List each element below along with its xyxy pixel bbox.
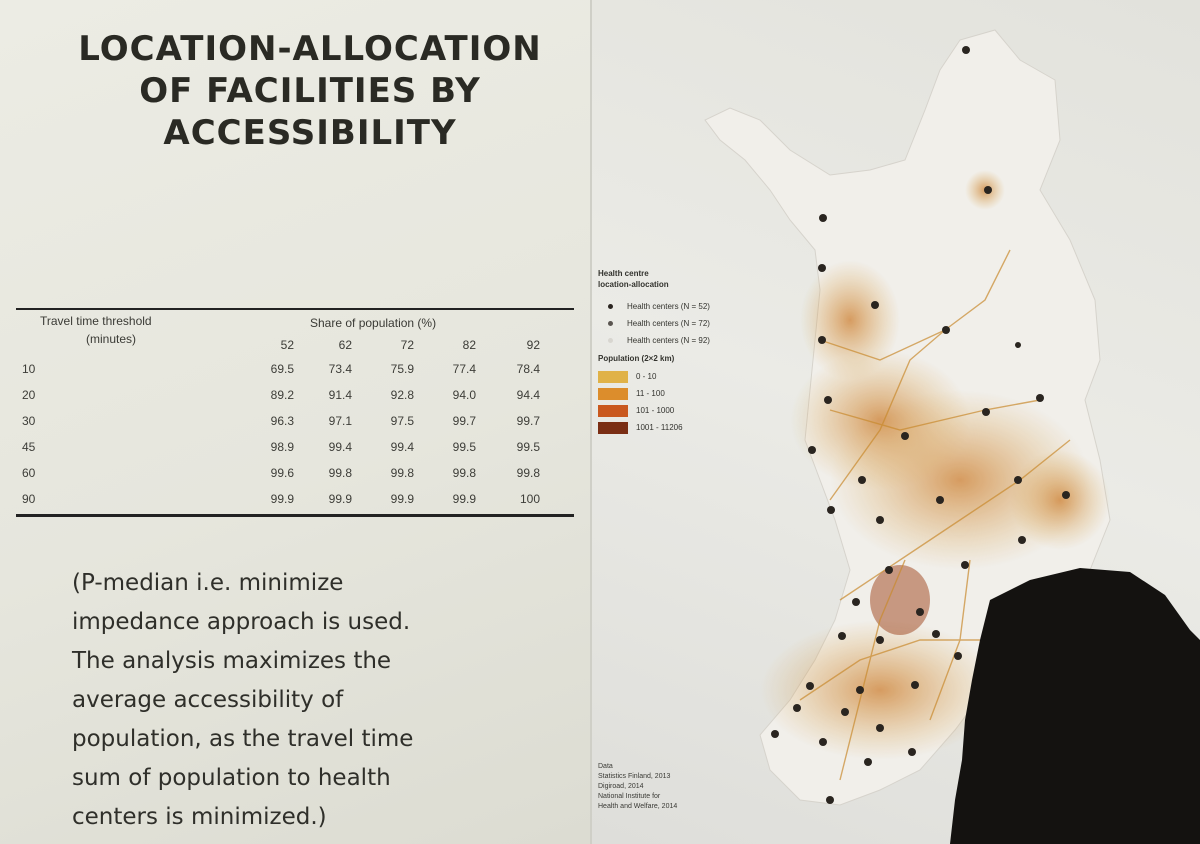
title-line: LOCATION-ALLOCATION — [78, 29, 542, 69]
legend-marker-label: Health centers (N = 52) — [627, 302, 710, 311]
table-cell: 99.8 — [328, 466, 352, 480]
source-line: Health and Welfare, 2014 — [598, 803, 678, 810]
table-cell: 99.4 — [390, 440, 414, 454]
note-line: (P-median i.e. minimize — [72, 570, 344, 596]
source-line: Statistics Finland, 2013 — [598, 773, 671, 780]
threshold-cell: 30 — [22, 414, 36, 428]
table-cell: 89.2 — [270, 388, 294, 402]
legend-class-row: 101 - 1000 — [598, 402, 798, 419]
color-swatch — [598, 387, 628, 400]
title-line: ACCESSIBILITY — [163, 113, 457, 153]
source-line: Digiroad, 2014 — [598, 783, 644, 790]
method-note: (P-median i.e. minimize impedance approa… — [72, 564, 552, 837]
legend-marker-row: Health centers (N = 92) — [598, 332, 798, 349]
table-cell: 100 — [519, 492, 540, 506]
table-cell: 94.0 — [452, 388, 476, 402]
table-cell: 92.8 — [390, 388, 414, 402]
slide-left-panel — [0, 0, 590, 844]
table-cell: 99.9 — [452, 492, 476, 506]
column-header: 62 — [338, 338, 352, 352]
table-cell: 69.5 — [270, 362, 294, 376]
legend-marker-label: Health centers (N = 92) — [627, 336, 710, 345]
table-top-rule — [16, 308, 574, 310]
color-swatch — [598, 421, 628, 434]
color-swatch — [598, 404, 628, 417]
legend-marker-label: Health centers (N = 72) — [627, 319, 710, 328]
table-cell: 75.9 — [390, 362, 414, 376]
column-header: 72 — [400, 338, 414, 352]
row-header: Travel time threshold — [40, 314, 152, 328]
legend-class-label: 0 - 10 — [636, 372, 657, 381]
legend-class-label: 101 - 1000 — [636, 406, 675, 415]
table-cell: 91.4 — [328, 388, 352, 402]
marker-dot-icon — [608, 321, 613, 326]
note-line: sum of population to health — [72, 765, 391, 791]
table-cell: 99.4 — [328, 440, 352, 454]
note-line: The analysis maximizes the — [72, 648, 392, 674]
threshold-cell: 10 — [22, 362, 36, 376]
marker-dot-icon — [608, 338, 613, 343]
legend-class-row: 1001 - 11206 — [598, 419, 798, 436]
legend-marker-row: Health centers (N = 52) — [598, 298, 798, 315]
column-group-header: Share of population (%) — [310, 316, 437, 330]
road-network — [799, 249, 1071, 781]
slide-title: LOCATION-ALLOCATION OF FACILITIES BY ACC… — [40, 28, 580, 154]
table-cell: 96.3 — [270, 414, 294, 428]
color-swatch — [598, 370, 628, 383]
legend-class-row: 0 - 10 — [598, 368, 798, 385]
title-line: OF FACILITIES BY — [139, 71, 481, 111]
note-line: impedance approach is used. — [72, 609, 411, 635]
legend-subtitle: location-allocation — [598, 280, 669, 289]
table-cell: 97.5 — [390, 414, 414, 428]
table-cell: 99.8 — [452, 466, 476, 480]
note-line: population, as the travel time — [72, 726, 414, 752]
table-cell: 99.9 — [390, 492, 414, 506]
legend-class-label: 1001 - 11206 — [636, 423, 683, 432]
table-cell: 99.5 — [452, 440, 476, 454]
column-header: 52 — [280, 338, 294, 352]
source-line: National Institute for — [598, 793, 661, 800]
table-bottom-rule — [16, 514, 574, 517]
legend-population-title: Population (2×2 km) — [598, 354, 675, 363]
table-cell: 78.4 — [516, 362, 540, 376]
legend-marker-row: Health centers (N = 72) — [598, 315, 798, 332]
table-cell: 99.9 — [328, 492, 352, 506]
table-cell: 97.1 — [328, 414, 352, 428]
map-legend: Health centre location-allocation Health… — [598, 268, 798, 436]
population-density — [760, 170, 1110, 760]
health-center-markers — [771, 46, 1070, 804]
row-header-unit: (minutes) — [86, 332, 137, 346]
table-cell: 99.6 — [270, 466, 294, 480]
legend-title: Health centre — [598, 269, 649, 278]
table-cell: 99.8 — [516, 466, 540, 480]
threshold-cell: 90 — [22, 492, 36, 506]
threshold-cell: 45 — [22, 440, 36, 454]
note-line: average accessibility of — [72, 687, 344, 713]
threshold-cell: 20 — [22, 388, 36, 402]
table-cell: 99.9 — [270, 492, 294, 506]
table-cell: 94.4 — [516, 388, 540, 402]
column-header: 82 — [462, 338, 476, 352]
table-cell: 77.4 — [452, 362, 476, 376]
data-source: Data Statistics Finland, 2013 Digiroad, … — [598, 762, 738, 812]
table-cell: 99.5 — [516, 440, 540, 454]
table-cell: 98.9 — [270, 440, 294, 454]
table-cell: 99.7 — [516, 414, 540, 428]
legend-class-label: 11 - 100 — [636, 389, 665, 398]
threshold-cell: 60 — [22, 466, 36, 480]
marker-dot-icon — [608, 304, 613, 309]
column-header: 92 — [526, 338, 540, 352]
table-cell: 99.8 — [390, 466, 414, 480]
legend-class-row: 11 - 100 — [598, 385, 798, 402]
source-line: Data — [598, 763, 613, 770]
table-cell: 99.7 — [452, 414, 476, 428]
presenter-silhouette — [950, 568, 1200, 844]
table-cell: 73.4 — [328, 362, 352, 376]
note-line: centers is minimized.) — [72, 804, 327, 830]
